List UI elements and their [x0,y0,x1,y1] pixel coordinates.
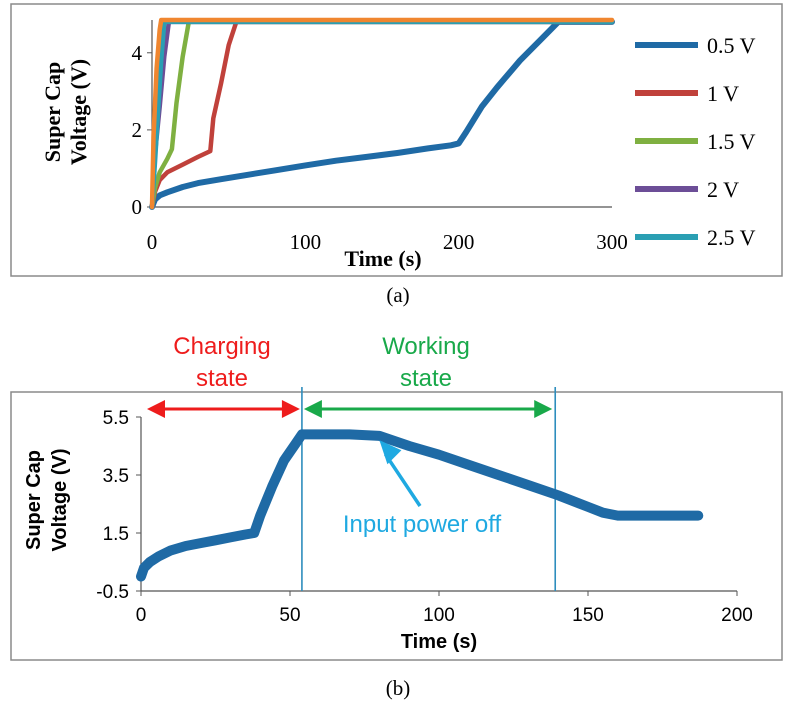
panel-a-ylabel-line1: Super Cap [40,62,65,162]
panel-a-caption: (a) [386,283,409,307]
panel-b-xtick-label: 100 [423,605,455,626]
panel-a-ylabel-line2: Voltage (V) [66,59,91,165]
panel-b-xtick-label: 50 [279,605,300,626]
panel-a-ytick-label: 0 [132,195,143,219]
working-label-line2: state [400,365,452,392]
panel-b-plot: 0 50 100 150 200 -0.5 1.5 3.5 5.5 [96,387,753,626]
panel-b-xtick-label: 0 [136,605,147,626]
panel-b-series-line [136,429,704,582]
panel-a-xtick-label: 300 [596,230,628,254]
panel-b-ytick-label: 1.5 [103,524,129,545]
panel-a-plot: 0 100 200 300 0 2 4 [132,17,628,254]
panel-a-legend-label: 1 V [707,81,739,106]
panel-a-legend-label: 1.5 V [707,129,756,154]
input-power-off-label: Input power off [343,511,502,538]
panel-a-xtick-label: 100 [290,230,322,254]
panel-a-ytick-label: 4 [132,41,143,65]
panel-b-ytick-label: 5.5 [103,408,129,429]
charging-label-line1: Charging [173,333,270,360]
working-state-arrow [303,400,553,418]
panel-a-legend: 0.5 V 1 V 1.5 V 2 V 2.5 V [635,33,756,250]
panel-b-xtick-label: 150 [572,605,604,626]
panel-a-series-line [149,19,615,210]
panel-b-ytick-label: -0.5 [96,582,129,603]
input-power-off-arrow [379,440,422,507]
panel-b-xtick-label: 200 [721,605,753,626]
panel-a-xtick-label: 0 [147,230,158,254]
panel-b-ytick-label: 3.5 [103,466,129,487]
charging-label-line2: state [196,365,248,392]
panel-b-ylabel-line2: Voltage (V) [49,449,71,552]
charging-state-arrow [147,400,300,418]
panel-a-legend-label: 0.5 V [707,33,756,58]
working-label-line1: Working [382,333,470,360]
panel-a-series-line [149,17,615,210]
panel-b-ylabel-line1: Super Cap [23,450,45,550]
panel-a-xlabel: Time (s) [344,246,421,271]
panel-b-caption: (b) [386,676,411,700]
panel-a-ytick-label: 2 [132,118,143,142]
panel-a-xtick-label: 200 [443,230,475,254]
panel-b-xlabel: Time (s) [401,631,477,653]
panel-a-legend-label: 2.5 V [707,225,756,250]
panel-a-series-line [149,18,615,210]
panel-a-legend-label: 2 V [707,177,739,202]
